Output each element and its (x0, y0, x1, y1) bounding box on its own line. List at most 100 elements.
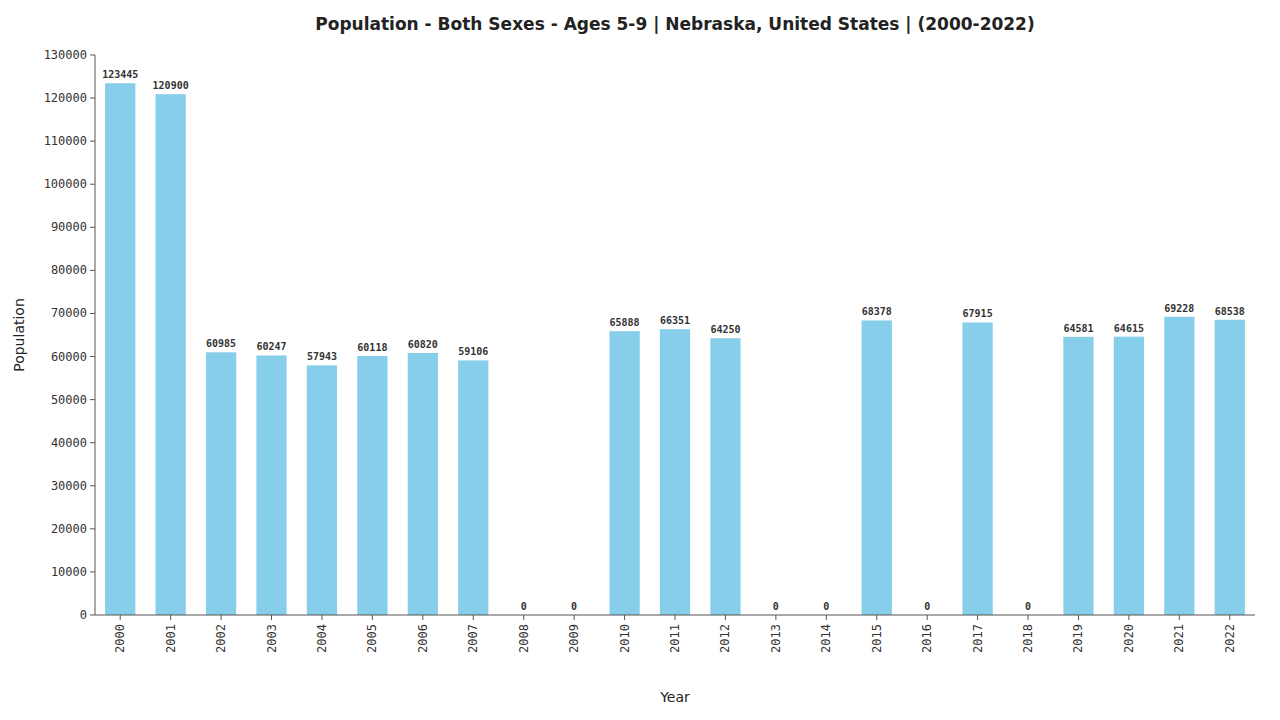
y-axis-label: Population (11, 298, 27, 372)
bar (862, 320, 892, 615)
x-tick-label: 2018 (1021, 624, 1035, 653)
y-tick-label: 10000 (51, 565, 87, 579)
bar (357, 356, 387, 615)
y-tick-label: 40000 (51, 436, 87, 450)
y-tick (90, 313, 95, 314)
x-tick (523, 615, 524, 620)
x-tick (422, 615, 423, 620)
data-label: 60118 (357, 342, 387, 353)
x-tick-label: 2003 (265, 624, 279, 653)
data-label: 69228 (1164, 303, 1194, 314)
y-tick (90, 270, 95, 271)
x-tick (372, 615, 373, 620)
y-tick-label: 60000 (51, 350, 87, 364)
data-label: 67915 (963, 308, 993, 319)
x-tick (120, 615, 121, 620)
x-tick-label: 2017 (971, 624, 985, 653)
x-tick-label: 2012 (718, 624, 732, 653)
x-tick (775, 615, 776, 620)
x-tick-label: 2019 (1071, 624, 1085, 653)
x-tick-label: 2016 (920, 624, 934, 653)
y-tick (90, 615, 95, 616)
title: Population - Both Sexes - Ages 5-9 | Neb… (315, 14, 1034, 34)
data-label: 66351 (660, 315, 690, 326)
x-tick (271, 615, 272, 620)
x-tick-label: 2006 (416, 624, 430, 653)
y-tick-label: 30000 (51, 479, 87, 493)
y-axis-line (95, 55, 96, 615)
y-tick-label: 130000 (44, 48, 87, 62)
data-label: 123445 (102, 69, 138, 80)
x-tick-label: 2021 (1172, 624, 1186, 653)
x-tick (826, 615, 827, 620)
data-label: 68538 (1215, 306, 1245, 317)
x-tick (1028, 615, 1029, 620)
data-label: 57943 (307, 351, 337, 362)
y-tick (90, 399, 95, 400)
bar (256, 355, 286, 615)
y-tick (90, 184, 95, 185)
y-tick-label: 50000 (51, 393, 87, 407)
data-label: 64615 (1114, 323, 1144, 334)
data-label: 0 (521, 601, 527, 612)
x-tick (473, 615, 474, 620)
x-tick (725, 615, 726, 620)
x-tick-label: 2007 (466, 624, 480, 653)
bar (458, 360, 488, 615)
y-tick-label: 70000 (51, 306, 87, 320)
chart-svg: 1234451209006098560247579436011860820591… (0, 0, 1280, 720)
y-tick (90, 227, 95, 228)
bar (962, 322, 992, 615)
y-tick (90, 141, 95, 142)
x-tick (876, 615, 877, 620)
y-tick (90, 55, 95, 56)
x-tick (170, 615, 171, 620)
x-tick-label: 2004 (315, 624, 329, 653)
x-tick (624, 615, 625, 620)
x-tick-label: 2002 (214, 624, 228, 653)
x-tick (321, 615, 322, 620)
x-tick-label: 2000 (113, 624, 127, 653)
y-tick-label: 80000 (51, 263, 87, 277)
x-tick-label: 2022 (1223, 624, 1237, 653)
y-tick-label: 100000 (44, 177, 87, 191)
x-tick (221, 615, 222, 620)
y-tick-label: 0 (80, 608, 87, 622)
x-tick-label: 2020 (1122, 624, 1136, 653)
data-label: 64581 (1063, 323, 1093, 334)
x-tick-label: 2011 (668, 624, 682, 653)
data-label: 60247 (256, 341, 286, 352)
y-tick (90, 356, 95, 357)
y-tick (90, 571, 95, 572)
x-tick (1229, 615, 1230, 620)
data-label: 65888 (610, 317, 640, 328)
bar (307, 365, 337, 615)
y-tick-label: 120000 (44, 91, 87, 105)
bar (105, 83, 135, 615)
x-tick (977, 615, 978, 620)
bars (105, 83, 1245, 615)
x-tick (1179, 615, 1180, 620)
x-tick-label: 2001 (164, 624, 178, 653)
data-labels: 1234451209006098560247579436011860820591… (102, 69, 1245, 612)
data-label: 0 (823, 601, 829, 612)
bar (1114, 337, 1144, 615)
y-tick-label: 110000 (44, 134, 87, 148)
data-label: 60985 (206, 338, 236, 349)
bar (1164, 317, 1194, 615)
x-tick (927, 615, 928, 620)
bar (1063, 337, 1093, 615)
x-tick (1078, 615, 1079, 620)
data-label: 120900 (153, 80, 189, 91)
data-label: 64250 (710, 324, 740, 335)
x-tick-label: 2014 (819, 624, 833, 653)
x-tick-label: 2009 (567, 624, 581, 653)
y-tick-label: 90000 (51, 220, 87, 234)
y-tick (90, 442, 95, 443)
y-tick (90, 98, 95, 99)
data-label: 0 (571, 601, 577, 612)
axes: 0100002000030000400005000060000700008000… (44, 48, 1255, 653)
bar (408, 353, 438, 615)
x-tick (574, 615, 575, 620)
x-tick-label: 2013 (769, 624, 783, 653)
